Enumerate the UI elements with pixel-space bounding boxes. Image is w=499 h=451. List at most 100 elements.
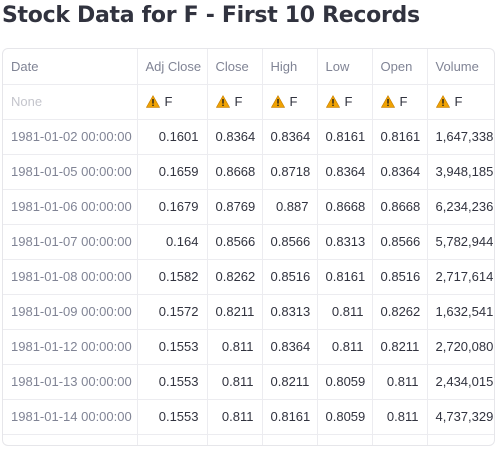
warning-icon	[380, 95, 395, 108]
table-cell[interactable]: 0.1553	[137, 329, 208, 365]
type-label: F	[164, 94, 173, 109]
table-cell[interactable]: 0.811	[372, 364, 428, 400]
table-cell[interactable]: 0.8313	[317, 224, 373, 260]
table-row: 1981-01-06 00:00:00 0.1679 0.8769 0.887 0.86…	[3, 189, 494, 225]
row-index-date[interactable]: 1981-01-07 00:00:00	[3, 224, 138, 260]
table-cell[interactable]: 0.164	[137, 224, 208, 260]
table-cell[interactable]: 0.8668	[207, 154, 263, 190]
type-row: None F F F F F F	[3, 84, 494, 120]
type-label: F	[344, 94, 353, 109]
table-cell[interactable]: 0.8313	[262, 294, 318, 330]
data-table[interactable]: Date Adj Close Close High Low Open Volum…	[2, 48, 495, 446]
table-cell[interactable]: 0.1659	[137, 154, 208, 190]
column-header-adj-close[interactable]: Adj Close	[137, 49, 208, 85]
table-cell[interactable]: 0.8211	[207, 294, 263, 330]
table-cell[interactable]: 0.811	[372, 399, 428, 435]
table-cell[interactable]: 0.811	[207, 329, 263, 365]
column-header-close[interactable]: Close	[207, 49, 263, 85]
type-label: F	[234, 94, 243, 109]
table-cell[interactable]: 0.811	[207, 399, 263, 435]
table-cell[interactable]: 2,434,015	[427, 364, 494, 400]
table-cell[interactable]	[372, 434, 428, 445]
table-cell[interactable]	[207, 434, 263, 445]
table-cell[interactable]: 3,948,185	[427, 154, 494, 190]
row-index-date[interactable]: 1981-01-13 00:00:00	[3, 364, 138, 400]
type-cell[interactable]: F	[137, 84, 208, 120]
type-cell[interactable]: F	[317, 84, 373, 120]
row-index-date[interactable]: 1981-01-12 00:00:00	[3, 329, 138, 365]
table-cell[interactable]: 0.8364	[317, 154, 373, 190]
table-cell[interactable]: 0.8364	[262, 329, 318, 365]
table-cell[interactable]: 0.8364	[207, 119, 263, 155]
table-cell[interactable]: 0.8262	[207, 259, 263, 295]
row-index-date[interactable]: 1981-01-14 00:00:00	[3, 399, 138, 435]
table-cell[interactable]: 0.1601	[137, 119, 208, 155]
table-cell[interactable]: 0.8161	[372, 119, 428, 155]
table-row: 1981-01-02 00:00:00 0.1601 0.8364 0.8364 0.8…	[3, 119, 494, 155]
data-grid: Date Adj Close Close High Low Open Volum…	[3, 49, 494, 445]
table-cell[interactable]: 0.8161	[262, 399, 318, 435]
type-row-index[interactable]: None	[3, 84, 138, 120]
table-cell[interactable]: 2,720,080	[427, 329, 494, 365]
table-cell[interactable]: 0.811	[317, 294, 373, 330]
table-cell[interactable]: 0.8566	[262, 224, 318, 260]
row-index-date[interactable]: 1981-01-06 00:00:00	[3, 189, 138, 225]
table-cell[interactable]: 0.8262	[372, 294, 428, 330]
column-header-date[interactable]: Date	[3, 49, 138, 85]
table-cell[interactable]: 2,717,614	[427, 259, 494, 295]
table-row: 1981-01-14 00:00:00 0.1553 0.811 0.8161 0.80…	[3, 399, 494, 435]
table-row: 1981-01-09 00:00:00 0.1572 0.8211 0.8313 0.8…	[3, 294, 494, 330]
table-cell[interactable]: 0.1553	[137, 399, 208, 435]
page-title: Stock Data for F - First 10 Records	[2, 3, 420, 28]
table-cell[interactable]: 0.1572	[137, 294, 208, 330]
table-cell[interactable]: 0.8516	[372, 259, 428, 295]
type-cell[interactable]: F	[372, 84, 428, 120]
table-cell[interactable]: 0.8059	[317, 364, 373, 400]
warning-icon	[435, 95, 450, 108]
table-cell[interactable]: 0.887	[262, 189, 318, 225]
table-cell[interactable]: 6,234,236	[427, 189, 494, 225]
table-cell[interactable]: 1,647,338	[427, 119, 494, 155]
table-cell[interactable]: 0.8161	[317, 119, 373, 155]
table-cell[interactable]: 0.8718	[262, 154, 318, 190]
table-cell[interactable]: 0.8668	[317, 189, 373, 225]
table-cell[interactable]: 1,632,541	[427, 294, 494, 330]
table-cell[interactable]	[137, 434, 208, 445]
type-label: F	[289, 94, 298, 109]
row-index-date[interactable]: 1981-01-02 00:00:00	[3, 119, 138, 155]
table-cell[interactable]: 0.811	[317, 329, 373, 365]
column-header-high[interactable]: High	[262, 49, 318, 85]
column-header-low[interactable]: Low	[317, 49, 373, 85]
table-cell[interactable]: 0.1553	[137, 364, 208, 400]
table-cell[interactable]	[3, 434, 138, 445]
table-cell[interactable]: 0.8059	[317, 399, 373, 435]
table-cell[interactable]	[262, 434, 318, 445]
table-cell[interactable]	[427, 434, 494, 445]
table-cell[interactable]: 0.811	[207, 364, 263, 400]
table-cell[interactable]: 0.8211	[262, 364, 318, 400]
table-cell[interactable]: 4,737,329	[427, 399, 494, 435]
type-label: F	[454, 94, 463, 109]
warning-icon	[145, 95, 160, 108]
row-index-date[interactable]: 1981-01-09 00:00:00	[3, 294, 138, 330]
table-cell[interactable]: 0.1679	[137, 189, 208, 225]
row-index-date[interactable]: 1981-01-08 00:00:00	[3, 259, 138, 295]
column-header-open[interactable]: Open	[372, 49, 428, 85]
type-cell[interactable]: F	[262, 84, 318, 120]
table-cell[interactable]: 0.8769	[207, 189, 263, 225]
table-cell[interactable]: 0.8566	[207, 224, 263, 260]
table-cell[interactable]: 0.1582	[137, 259, 208, 295]
table-cell[interactable]: 0.8566	[372, 224, 428, 260]
column-header-volume[interactable]: Volume	[427, 49, 494, 85]
table-cell[interactable]: 0.8211	[372, 329, 428, 365]
table-cell[interactable]: 0.8364	[262, 119, 318, 155]
table-cell[interactable]	[317, 434, 373, 445]
type-cell[interactable]: F	[207, 84, 263, 120]
table-cell[interactable]: 0.8516	[262, 259, 318, 295]
type-cell[interactable]: F	[427, 84, 494, 120]
row-index-date[interactable]: 1981-01-05 00:00:00	[3, 154, 138, 190]
table-cell[interactable]: 0.8668	[372, 189, 428, 225]
table-cell[interactable]: 0.8364	[372, 154, 428, 190]
table-cell[interactable]: 0.8161	[317, 259, 373, 295]
table-cell[interactable]: 5,782,944	[427, 224, 494, 260]
